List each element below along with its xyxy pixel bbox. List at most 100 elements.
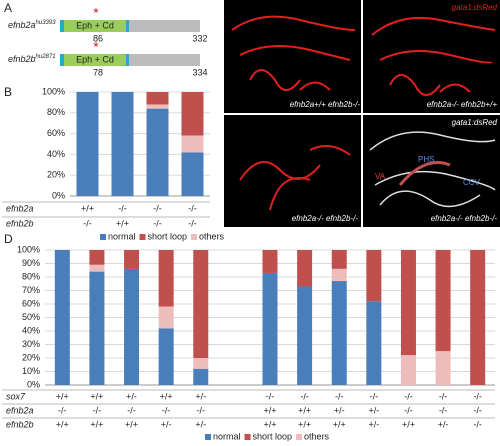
y-tick-label: 10% — [22, 366, 40, 376]
legend-swatch — [100, 234, 106, 240]
panel-c — [224, 0, 500, 227]
row-value: -/- — [197, 405, 206, 415]
bar-segment — [470, 250, 486, 385]
bar-segment — [400, 250, 416, 356]
panel-a — [0, 0, 218, 80]
y-tick-label: 40% — [22, 325, 40, 335]
row-value: -/- — [473, 419, 482, 429]
row-value: +/- — [438, 419, 449, 429]
bar-segment — [331, 281, 347, 385]
image — [224, 0, 361, 113]
bar-segment — [54, 250, 70, 385]
row-value: -/- — [300, 391, 309, 401]
legend-swatch — [191, 234, 198, 240]
row-value: +/+ — [160, 391, 173, 401]
bar-segment — [331, 250, 347, 269]
row-value: -/- — [335, 391, 344, 401]
row-value: -/- — [404, 405, 413, 415]
bar-segment — [262, 272, 278, 385]
row-value: +/+ — [90, 419, 103, 429]
row-value: +/+ — [298, 419, 311, 429]
image-label: efnb2a+/+ efnb2b-/- — [290, 100, 361, 109]
row-value: +/+ — [263, 405, 276, 415]
y-tick-label: 80% — [22, 271, 40, 281]
image — [363, 0, 500, 113]
y-tick-label: 40% — [47, 149, 65, 159]
bar-segment — [181, 152, 204, 196]
bar-segment — [297, 286, 313, 385]
legend-label: short loop — [253, 431, 293, 441]
image-label: efnb2a-/- efnb2b-/- — [292, 214, 359, 223]
gene-label: efnb2bhu2871 — [8, 54, 56, 65]
image-label: efnb2a-/- efnb2b-/- — [431, 214, 498, 223]
panel-label: D — [4, 232, 13, 246]
row-value: +/+ — [90, 391, 103, 401]
bar-segment — [146, 108, 169, 196]
bar-segment — [331, 268, 347, 282]
row-label: efnb2b — [6, 419, 34, 429]
bar-segment — [366, 301, 382, 385]
row-value: +/+ — [116, 218, 129, 228]
y-tick-label: 60% — [22, 298, 40, 308]
length: 332 — [192, 33, 207, 43]
bar-segment — [366, 250, 382, 302]
vessels — [369, 131, 496, 208]
gene-label: efnb2ahu3393 — [8, 20, 56, 31]
image-label: PHS — [418, 155, 434, 164]
row-value: -/- — [58, 405, 67, 415]
row-value: +/+ — [333, 419, 346, 429]
row-value: +/+ — [263, 419, 276, 429]
legend-label: others — [199, 231, 225, 241]
y-tick-label: 100% — [42, 86, 65, 96]
row-value: -/- — [188, 203, 197, 213]
y-tick-label: 30% — [22, 339, 40, 349]
bar-segment — [193, 368, 209, 385]
row-label: sox7 — [6, 391, 26, 401]
y-tick-label: 90% — [22, 258, 40, 268]
domain-label: Eph + Cd — [76, 20, 114, 30]
row-value: +/- — [161, 419, 172, 429]
bar-segment — [124, 268, 140, 385]
bar-segment — [435, 250, 451, 352]
bar-segment — [435, 351, 451, 385]
bar-segment — [124, 250, 140, 269]
row-value: -/- — [93, 405, 102, 415]
row-value: +/- — [334, 405, 345, 415]
row-value: +/+ — [56, 391, 69, 401]
signal-peptide — [60, 20, 64, 32]
allele: hu3393 — [36, 20, 57, 26]
bar-segment — [158, 328, 174, 385]
row-value: -/- — [188, 218, 197, 228]
image-label: VA — [375, 172, 386, 181]
panel-label: A — [4, 1, 12, 15]
y-tick-label: 100% — [17, 244, 40, 254]
row-label: efnb2a — [6, 405, 34, 415]
y-tick-label: 20% — [47, 170, 65, 180]
row-value: +/- — [368, 405, 379, 415]
tm — [126, 20, 129, 32]
image-label: CCV — [463, 178, 481, 187]
tm — [126, 54, 129, 66]
row-value: +/- — [195, 391, 206, 401]
bar-segment — [181, 92, 204, 136]
legend-swatch — [296, 434, 303, 440]
bar-segment — [158, 306, 174, 329]
bar-segment — [111, 92, 134, 196]
row-value: +/- — [126, 391, 137, 401]
y-tick-label: 60% — [47, 128, 65, 138]
y-tick-label: 0% — [27, 379, 40, 389]
row-value: +/+ — [81, 203, 94, 213]
domain-label: Eph + Cd — [76, 54, 114, 64]
length: 334 — [192, 67, 207, 77]
y-tick-label: 50% — [22, 312, 40, 322]
row-value: -/- — [162, 405, 171, 415]
panel-label: B — [4, 85, 12, 99]
legend-label: others — [304, 431, 330, 441]
legend-label: short loop — [148, 231, 188, 241]
row-label: efnb2b — [6, 218, 34, 228]
y-tick-label: 20% — [22, 352, 40, 362]
row-value: -/- — [153, 203, 162, 213]
bar-segment — [181, 135, 204, 153]
bar-segment — [89, 250, 105, 265]
row-value: -/- — [370, 391, 379, 401]
